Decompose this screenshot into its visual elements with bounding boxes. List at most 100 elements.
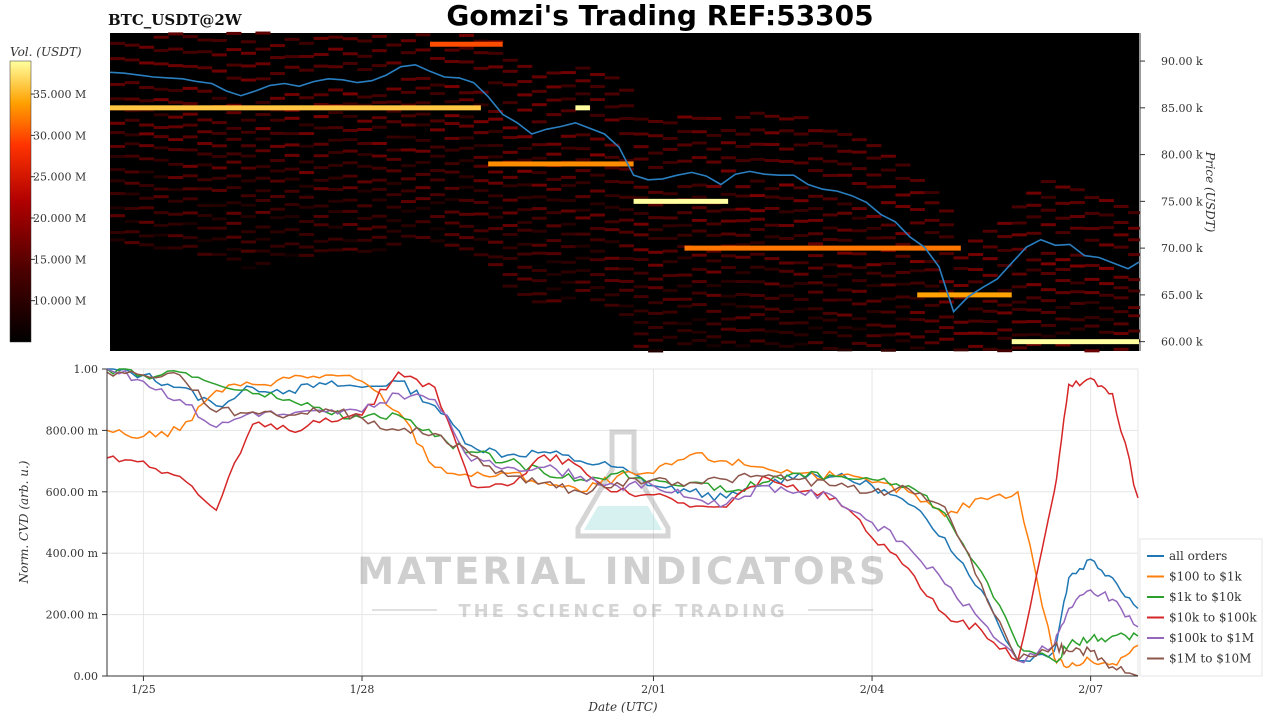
heatmap-cell	[110, 97, 126, 101]
heatmap-cell	[255, 198, 271, 202]
heatmap-cell	[124, 81, 140, 85]
heatmap-cell	[124, 109, 140, 113]
heatmap-cell	[648, 119, 664, 123]
heatmap-cell	[589, 213, 606, 217]
heatmap-cell	[706, 344, 722, 348]
heatmap-cell	[749, 209, 765, 213]
heatmap-cell	[779, 321, 795, 325]
liquidity-band	[633, 198, 729, 204]
heatmap-cell	[1084, 277, 1100, 281]
heatmap-cell	[531, 269, 547, 273]
heatmap-cell	[168, 64, 184, 68]
heatmap-cell	[677, 185, 693, 189]
heatmap-cell	[168, 115, 184, 119]
heatmap-cell	[720, 302, 736, 306]
heatmap-cell	[909, 179, 925, 183]
heatmap-cell	[531, 229, 547, 233]
heatmap-cell	[124, 97, 140, 101]
heatmap-cell	[822, 197, 838, 201]
heatmap-cell	[546, 152, 562, 156]
heatmap-cell	[197, 142, 213, 146]
heatmap-cell	[633, 248, 649, 252]
heatmap-cell	[822, 173, 838, 177]
heatmap-cell	[604, 105, 620, 109]
heatmap-cell	[1128, 226, 1140, 230]
heatmap-cell	[720, 208, 736, 212]
heatmap-cell	[909, 260, 925, 264]
heatmap-cell	[168, 176, 184, 180]
heatmap-cell	[648, 216, 664, 220]
heatmap-cell	[677, 256, 693, 260]
heatmap-cell	[284, 153, 300, 157]
heatmap-cell	[866, 344, 882, 348]
heatmap-cell	[822, 144, 838, 148]
heatmap-cell	[633, 157, 649, 161]
heatmap-cell	[851, 266, 867, 270]
heatmap-cell	[284, 177, 300, 181]
heatmap-cell	[939, 300, 955, 304]
heatmap-cell	[662, 335, 678, 339]
heatmap-cell	[648, 151, 664, 155]
heatmap-cell	[488, 181, 504, 185]
heatmap-cell	[851, 207, 867, 211]
heatmap-cell	[895, 163, 911, 167]
heatmap-cell	[517, 252, 533, 256]
heatmap-cell	[1040, 310, 1056, 314]
heatmap-cell	[226, 111, 242, 115]
heatmap-cell	[139, 157, 155, 161]
heatmap-cell	[110, 179, 126, 183]
watermark: MATERIAL INDICATORS THE SCIENCE OF TRADI…	[357, 429, 886, 622]
heatmap-cell	[488, 263, 504, 267]
heatmap-cell	[517, 146, 533, 150]
heatmap-cell	[110, 230, 126, 234]
heatmap-cell	[255, 210, 271, 214]
heatmap-cell	[546, 113, 562, 117]
heatmap-cell	[880, 168, 896, 172]
heatmap-cell	[837, 288, 853, 292]
price-line	[109, 63, 1140, 314]
heatmap-cell	[880, 333, 896, 337]
heatmap-cell	[837, 173, 853, 177]
heatmap-cell	[400, 51, 416, 55]
heatmap-cell	[837, 326, 853, 330]
heatmap-cell	[1113, 221, 1129, 225]
heatmap-cell	[255, 149, 271, 153]
heatmap-cell	[691, 156, 707, 160]
heatmap-cell	[415, 186, 431, 190]
heatmap-cell	[735, 233, 751, 237]
heatmap-cell	[429, 56, 446, 60]
heatmap-cell	[880, 283, 896, 287]
heatmap-cell	[502, 272, 518, 276]
heatmap-cell	[371, 198, 387, 202]
heatmap-cell	[706, 184, 722, 188]
heatmap-cell	[313, 103, 329, 107]
heatmap-cell	[386, 242, 402, 246]
heatmap-cell	[691, 229, 707, 233]
heatmap-cell	[429, 169, 446, 173]
heatmap-cell	[197, 213, 213, 217]
heatmap-cell	[386, 229, 402, 233]
heatmap-cell	[459, 33, 475, 37]
heatmap-cell	[197, 152, 213, 156]
heatmap-cell	[168, 125, 184, 129]
heatmap-cell	[968, 268, 984, 272]
heatmap-cell	[1113, 275, 1129, 279]
heatmap-cell	[1026, 203, 1042, 207]
heatmap-cell	[691, 318, 707, 322]
heatmap-cell	[677, 211, 693, 215]
heatmap-cell	[124, 142, 140, 146]
heatmap-cell	[473, 179, 489, 183]
cvd-y-tick-label: 800.00 m	[46, 424, 99, 437]
heatmap-cell	[357, 103, 373, 107]
heatmap-cell	[793, 333, 809, 337]
heatmap-cell	[357, 164, 373, 168]
heatmap-cell	[197, 239, 213, 243]
heatmap-cell	[386, 87, 402, 91]
heatmap-cell	[269, 169, 286, 173]
heatmap-cell	[953, 320, 969, 324]
heatmap-cell	[662, 121, 678, 125]
heatmap-cell	[429, 239, 446, 243]
heatmap-cell	[531, 183, 547, 187]
heatmap-cell	[968, 307, 984, 311]
heatmap-cell	[1026, 296, 1042, 300]
